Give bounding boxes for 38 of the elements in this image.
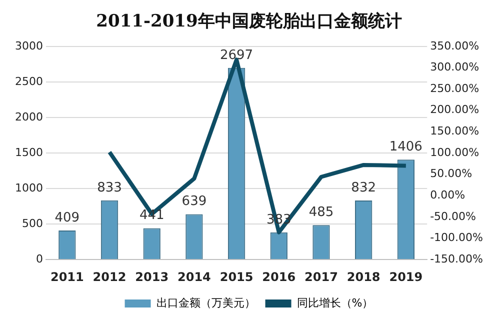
- data-label: 2697: [220, 48, 254, 63]
- y-tick-label: 500: [22, 216, 43, 230]
- legend-label: 同比增长（%）: [296, 296, 374, 310]
- y-tick-label: 2500: [14, 74, 43, 88]
- y-tick-label: 1500: [14, 146, 43, 159]
- y2-tick-label: 100.00%: [430, 146, 480, 159]
- y-tick-label: 0: [36, 252, 43, 266]
- y2-tick-label: 0.00%: [430, 188, 466, 202]
- x-tick-label: 2012: [92, 270, 126, 284]
- data-label: 409: [54, 210, 80, 226]
- y2-tick-label: 150.00%: [430, 124, 480, 138]
- y2-tick-label: 250.00%: [430, 82, 480, 95]
- data-label: 639: [182, 194, 207, 210]
- y2-tick-label: -100.00%: [430, 231, 484, 244]
- y-tick-label: 1000: [14, 181, 43, 194]
- y2-tick-label: 50.00%: [430, 167, 472, 180]
- x-tick-label: 2016: [262, 270, 296, 284]
- chart-title: 2011-2019年中国废轮胎出口金额统计: [96, 12, 402, 32]
- y-tick-label: 2000: [14, 110, 43, 124]
- x-tick-label: 2017: [304, 270, 338, 284]
- x-tick-label: 2011: [50, 270, 84, 284]
- legend-label: 出口金额（万美元）: [156, 296, 256, 310]
- y2-tick-label: 300.00%: [430, 60, 480, 74]
- x-tick-label: 2014: [177, 270, 211, 284]
- y-tick-label: 3000: [14, 39, 43, 52]
- x-tick-label: 2013: [135, 270, 169, 284]
- y2-tick-label: -50.00%: [430, 210, 476, 223]
- x-tick-label: 2019: [389, 270, 423, 284]
- data-label: 1406: [389, 140, 422, 155]
- x-tick-label: 2018: [346, 270, 380, 284]
- data-label: 832: [351, 180, 376, 196]
- x-tick-label: 2015: [220, 270, 254, 284]
- y2-tick-label: 350.00%: [430, 39, 480, 52]
- data-label: 441: [139, 208, 164, 224]
- data-label: 485: [308, 205, 334, 220]
- y2-tick-label: -150.00%: [430, 252, 484, 266]
- data-label: 833: [97, 180, 122, 196]
- y2-tick-label: 200.00%: [430, 103, 480, 116]
